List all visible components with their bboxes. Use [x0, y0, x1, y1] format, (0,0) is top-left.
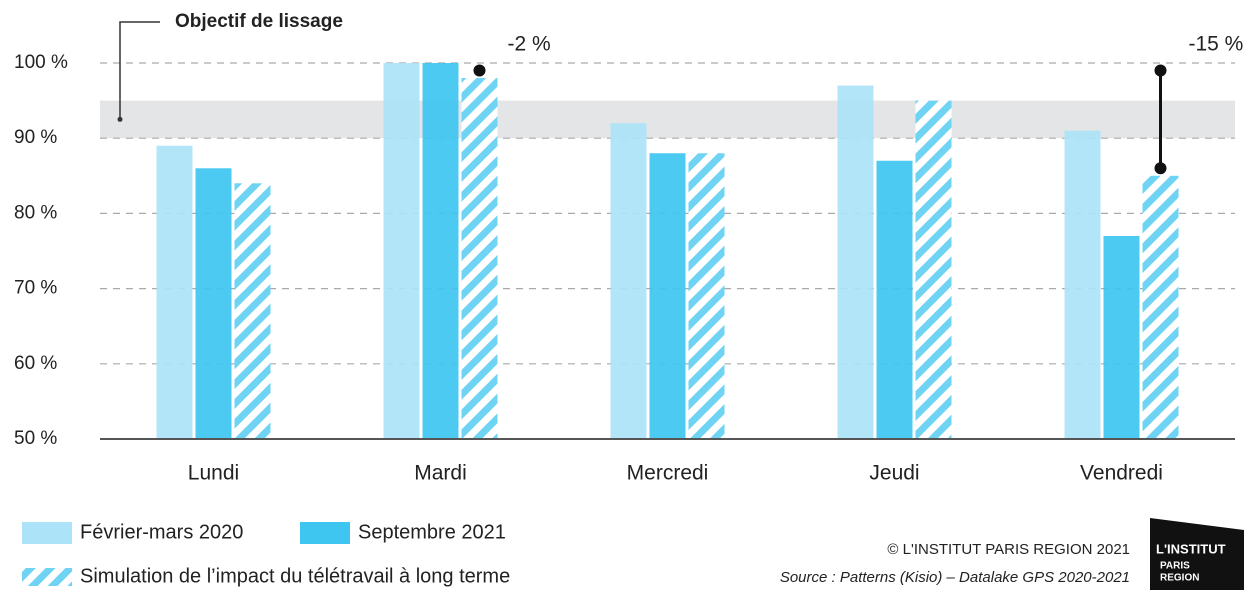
bar [1103, 235, 1140, 439]
bar [876, 160, 913, 439]
logo-text: PARIS [1160, 561, 1190, 572]
bar [195, 168, 232, 439]
logo-box [1150, 518, 1244, 590]
y-tick-label: 70 % [14, 278, 57, 299]
bar [610, 123, 647, 439]
y-tick-label: 50 % [14, 428, 57, 449]
y-tick-label: 80 % [14, 202, 57, 223]
x-tick-label: Vendredi [1080, 462, 1163, 485]
target-band [100, 100, 1235, 139]
bar [1142, 175, 1179, 440]
bar [461, 78, 498, 439]
legend-label: Février-mars 2020 [80, 521, 243, 543]
x-tick-label: Mardi [414, 462, 467, 485]
legend-swatch [22, 522, 72, 544]
y-tick-label: 60 % [14, 353, 57, 374]
legend-swatch [300, 522, 350, 544]
x-tick-label: Lundi [188, 462, 239, 485]
bar [383, 63, 420, 439]
legend-swatch [22, 568, 72, 586]
band-leader [119, 21, 160, 120]
bar [688, 153, 725, 440]
bar [422, 63, 459, 439]
bar [837, 85, 874, 439]
source: Source : Patterns (Kisio) – Datalake GPS… [780, 569, 1130, 586]
band-label: Objectif de lissage [175, 11, 343, 32]
annotation-dot [1154, 64, 1167, 77]
logo-cut [1150, 518, 1244, 530]
bar [234, 183, 271, 439]
credit: © L'INSTITUT PARIS REGION 2021 [887, 541, 1130, 558]
x-tick-label: Jeudi [869, 462, 919, 485]
annotation-label: -15 % [1189, 33, 1244, 56]
logo-text: L'INSTITUT [1156, 541, 1226, 556]
legend-label: Simulation de l’impact du télétravail à … [80, 565, 510, 587]
x-tick-label: Mercredi [627, 462, 709, 485]
y-tick-label: 100 % [14, 52, 68, 73]
bar [915, 100, 952, 439]
legend-label: Septembre 2021 [358, 521, 506, 543]
y-tick-label: 90 % [14, 127, 57, 148]
bar [1064, 130, 1101, 439]
annotation-label: -2 % [508, 33, 551, 56]
bar [649, 153, 686, 440]
bar [156, 145, 193, 439]
logo-text: REGION [1160, 573, 1199, 584]
annotation-dot [1154, 162, 1167, 175]
band-leader-dot [117, 116, 123, 122]
annotation-dot [473, 64, 486, 77]
